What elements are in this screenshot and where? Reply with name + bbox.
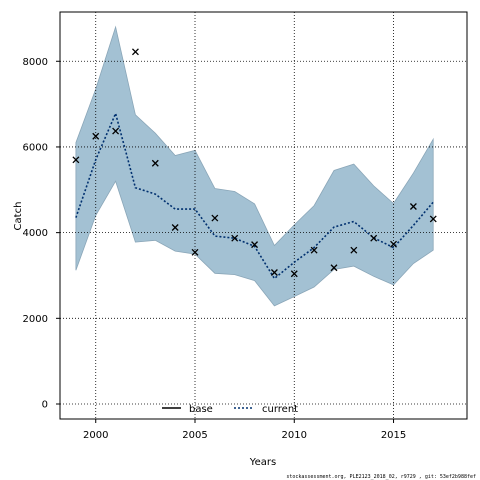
x-axis-title: Years [249,457,276,468]
observation-marker [72,156,80,164]
observation-marker [310,246,318,254]
confidence-band [75,25,434,307]
observation-marker [409,203,417,210]
grid-layer [60,12,467,419]
observation-marker [390,240,398,248]
observation-marker [429,215,437,223]
x-tick-label: 2015 [381,430,406,441]
observation-marker [191,248,199,256]
observation-marker [112,127,120,135]
observation-marker [270,269,278,276]
x-tick-label: 2005 [182,430,207,441]
y-tick-label: 0 [42,400,48,411]
confidence-band-layer [75,25,434,307]
observation-marker [290,270,298,278]
legend-current-label: current [262,404,298,415]
current-series-line [75,111,434,280]
y-tick-label: 2000 [23,314,48,325]
observation-marker [231,234,239,242]
legend: base current [162,404,298,415]
y-tick-label: 8000 [23,57,48,68]
legend-base-label: base [189,404,213,415]
axes-layer: 2000 2005 2010 2015 0 2000 4000 6000 8000 [23,57,407,441]
observation-marker [350,246,358,254]
y-tick-label: 4000 [23,228,48,239]
observation-marker [251,241,259,249]
series-line-layer [75,111,434,280]
x-tick-label: 2000 [83,430,108,441]
y-axis-title: Catch [13,202,24,231]
x-tick-label: 2010 [282,430,307,441]
observation-marker [330,264,338,272]
plot-frame [59,11,468,420]
footer-note: stockassessment.org, PLE2123_2018_02, r9… [286,474,476,480]
observation-marker [370,234,378,242]
observation-marker [211,214,219,222]
observation-marker-layer [72,48,437,278]
observation-marker [171,224,179,231]
observation-marker [151,159,159,167]
observation-marker [131,48,139,56]
y-tick-label: 6000 [23,142,48,153]
observation-marker [92,132,100,140]
